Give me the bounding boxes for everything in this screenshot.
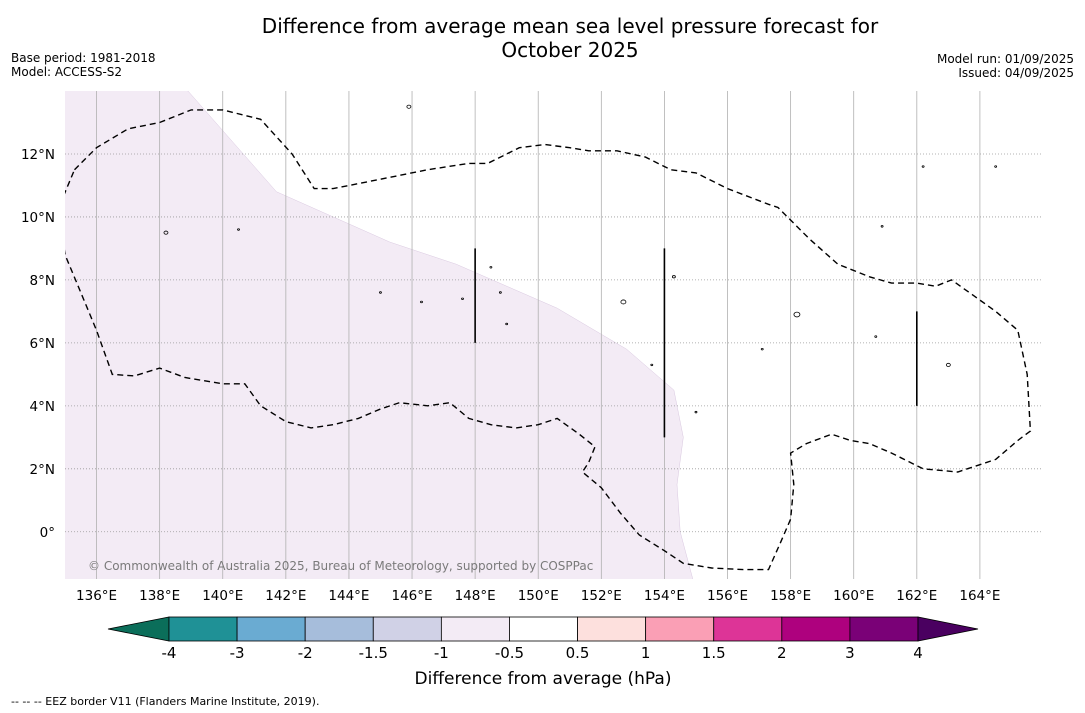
- eez-vertical-segments: [474, 248, 918, 438]
- island-outline: [760, 347, 764, 351]
- shaded-anomaly-region: [65, 91, 694, 579]
- island-outline: [620, 299, 627, 305]
- latitude-tick-label: 0°: [40, 525, 55, 541]
- longitude-tick-label: 160°E: [833, 588, 874, 604]
- longitude-tick-label: 142°E: [265, 588, 306, 604]
- island-outline: [994, 165, 998, 168]
- issued-text: Issued: 04/09/2025: [958, 66, 1074, 80]
- longitude-tick-label: 162°E: [896, 588, 937, 604]
- colorbar-swatch: [645, 616, 715, 642]
- title-line-2: October 2025: [501, 38, 639, 62]
- island-outline: [945, 362, 951, 367]
- island-outline: [874, 335, 878, 338]
- colorbar-tick-label: 0.5: [566, 644, 590, 662]
- island-outline: [498, 291, 502, 294]
- colorbar-tick-label: 1.5: [702, 644, 726, 662]
- island-outline: [489, 266, 493, 269]
- latitude-tick-label: 12°N: [21, 147, 55, 163]
- colorbar-tick-label: 1: [641, 644, 651, 662]
- colorbar-swatch: [577, 616, 647, 642]
- island-outline: [694, 410, 698, 414]
- longitude-tick-label: 152°E: [581, 588, 622, 604]
- colorbar-swatch: [849, 616, 919, 642]
- latitude-tick-label: 6°N: [30, 336, 55, 352]
- colorbar-tick-label: -1.5: [359, 644, 388, 662]
- longitude-tick-label: 140°E: [202, 588, 243, 604]
- colorbar-swatch: [304, 616, 374, 642]
- longitude-tick-label: 154°E: [644, 588, 685, 604]
- island-outline: [880, 225, 884, 228]
- latitude-ticks: 0° 2°N 4°N 6°N 8°N 10°N 12°N: [21, 147, 55, 541]
- longitude-tick-label: 164°E: [959, 588, 1000, 604]
- island-outline: [671, 275, 676, 279]
- colorbar-swatch: [372, 616, 442, 642]
- colorbar: -4 -3 -2 -1.5 -1 -0.5 0.5 1 1.5 2 3 4 Difference fr…: [107, 616, 979, 689]
- colorbar-tick-label: -0.5: [495, 644, 524, 662]
- longitude-tick-label: 150°E: [518, 588, 559, 604]
- longitude-tick-label: 138°E: [139, 588, 180, 604]
- colorbar-swatch: [713, 616, 783, 642]
- eez-border: [65, 109, 1032, 571]
- colorbar-tick-label: -2: [298, 644, 313, 662]
- island-outline: [505, 322, 509, 326]
- colorbar-swatch: [509, 616, 578, 642]
- colorbar-tick-label: -3: [230, 644, 245, 662]
- island-coastlines: [163, 104, 998, 414]
- island-outline: [461, 297, 464, 300]
- longitude-tick-label: 158°E: [770, 588, 811, 604]
- colorbar-tick-label: 4: [913, 644, 923, 662]
- eez-legend-note: -- -- -- EEZ border V11 (Flanders Marine…: [11, 695, 320, 708]
- latitude-tick-label: 4°N: [30, 399, 55, 415]
- colorbar-tick-label: 3: [845, 644, 855, 662]
- longitude-tick-label: 148°E: [455, 588, 496, 604]
- latitude-tick-label: 2°N: [30, 462, 55, 478]
- colorbar-tick-label: -4: [162, 644, 177, 662]
- longitude-ticks: 136°E 138°E 140°E 142°E 144°E 146°E 148°E 150°E…: [76, 588, 1000, 604]
- base-period-text: Base period: 1981-2018: [11, 51, 156, 65]
- run-info: Model run: 01/09/2025 Issued: 04/09/2025: [937, 52, 1074, 80]
- island-outline: [379, 291, 382, 294]
- latitude-tick-label: 8°N: [30, 273, 55, 289]
- graticule: [65, 91, 1043, 579]
- island-outline: [650, 363, 654, 367]
- copyright-notice: © Commonwealth of Australia 2025, Bureau…: [88, 559, 593, 573]
- longitude-tick-label: 156°E: [707, 588, 748, 604]
- model-text: Model: ACCESS-S2: [11, 65, 123, 79]
- title-line-1: Difference from average mean sea level p…: [261, 14, 879, 38]
- longitude-tick-label: 144°E: [328, 588, 369, 604]
- colorbar-swatch: [440, 616, 510, 642]
- colorbar-under-arrow: [107, 616, 170, 642]
- island-outline: [237, 228, 240, 231]
- island-outline: [793, 311, 801, 318]
- island-outline: [406, 104, 412, 109]
- map-title: Difference from average mean sea level p…: [0, 14, 1085, 62]
- colorbar-tick-label: 2: [777, 644, 787, 662]
- longitude-tick-label: 146°E: [392, 588, 433, 604]
- colorbar-over-arrow: [917, 616, 979, 642]
- colorbar-swatch: [781, 616, 851, 642]
- colorbar-tick-label: -1: [434, 644, 449, 662]
- island-outline: [163, 230, 169, 235]
- colorbar-title: Difference from average (hPa): [415, 669, 672, 689]
- colorbar-swatch: [168, 616, 238, 642]
- latitude-tick-label: 10°N: [21, 210, 55, 226]
- island-outline: [420, 300, 423, 304]
- colorbar-swatch: [236, 616, 306, 642]
- model-run-text: Model run: 01/09/2025: [936, 52, 1074, 66]
- longitude-tick-label: 136°E: [76, 588, 117, 604]
- base-period-info: Base period: 1981-2018 Model: ACCESS-S2: [11, 51, 156, 79]
- island-outline: [921, 165, 925, 168]
